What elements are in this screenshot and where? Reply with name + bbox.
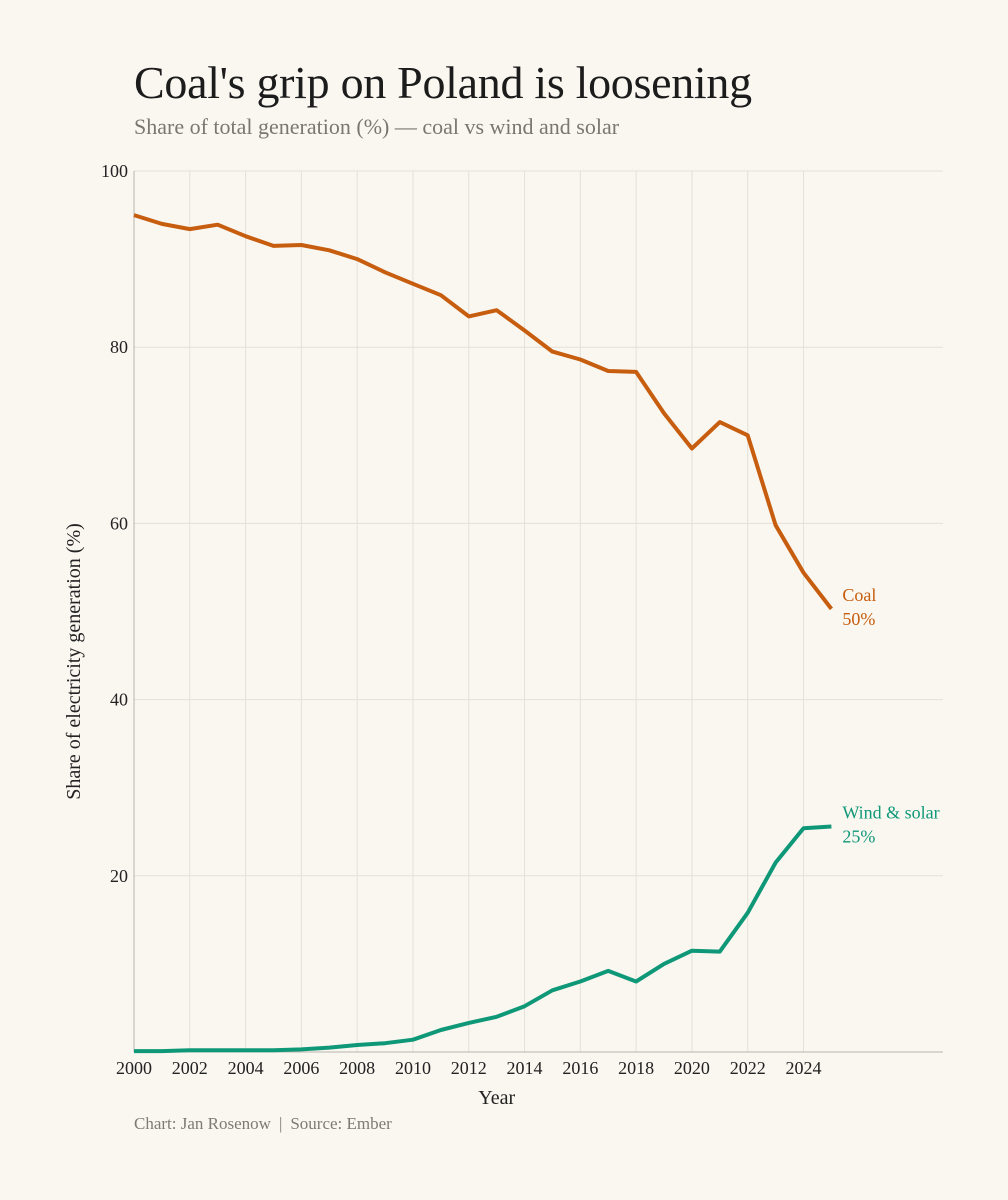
source-text: Source: Ember <box>290 1114 392 1133</box>
tick-labels: 2000 2002 2004 2006 2008 2010 2012 2014 2016 2018… <box>101 161 822 1078</box>
y-tick-label: 20 <box>110 866 128 886</box>
x-tick-label: 2024 <box>786 1058 822 1078</box>
x-tick-label: 2004 <box>228 1058 264 1078</box>
coal-series-name-label: Coal <box>842 585 876 605</box>
x-tick-label: 2018 <box>618 1058 654 1078</box>
x-tick-label: 2012 <box>451 1058 487 1078</box>
x-tick-label: 2010 <box>395 1058 431 1078</box>
wind-solar-series-value-label: 25% <box>842 826 875 846</box>
chart-caption: Chart: Jan Rosenow | Source: Ember <box>134 1114 392 1134</box>
coal-series-value-label: 50% <box>842 609 875 629</box>
chart-title: Coal's grip on Poland is loosening <box>134 57 752 108</box>
coal-series-line <box>133 213 833 611</box>
grid-lines <box>133 170 943 1052</box>
x-tick-label: 2000 <box>116 1058 152 1078</box>
wind-solar-series-name-label: Wind & solar <box>842 802 939 822</box>
x-axis-title: Year <box>478 1087 515 1109</box>
y-axis-title: Share of electricity generation (%) <box>63 523 85 800</box>
series-end-labels: Coal 50% Wind & solar 25% <box>842 585 939 847</box>
x-tick-label: 2008 <box>339 1058 375 1078</box>
y-tick-label: 100 <box>101 161 128 181</box>
x-tick-label: 2016 <box>562 1058 598 1078</box>
x-tick-label: 2006 <box>283 1058 319 1078</box>
credit-text: Chart: Jan Rosenow <box>134 1114 271 1133</box>
axes <box>133 171 943 1053</box>
y-tick-label: 80 <box>110 337 128 357</box>
chart-subtitle: Share of total generation (%) — coal vs … <box>134 114 620 139</box>
x-tick-label: 2022 <box>730 1058 766 1078</box>
x-tick-label: 2002 <box>172 1058 208 1078</box>
caption-separator: | <box>278 1114 283 1133</box>
series-lines <box>133 213 833 1054</box>
y-tick-label: 40 <box>110 690 128 710</box>
x-tick-label: 2014 <box>507 1058 543 1078</box>
y-tick-label: 60 <box>110 513 128 533</box>
x-tick-label: 2020 <box>674 1058 710 1078</box>
wind-solar-series-line <box>134 824 832 1054</box>
